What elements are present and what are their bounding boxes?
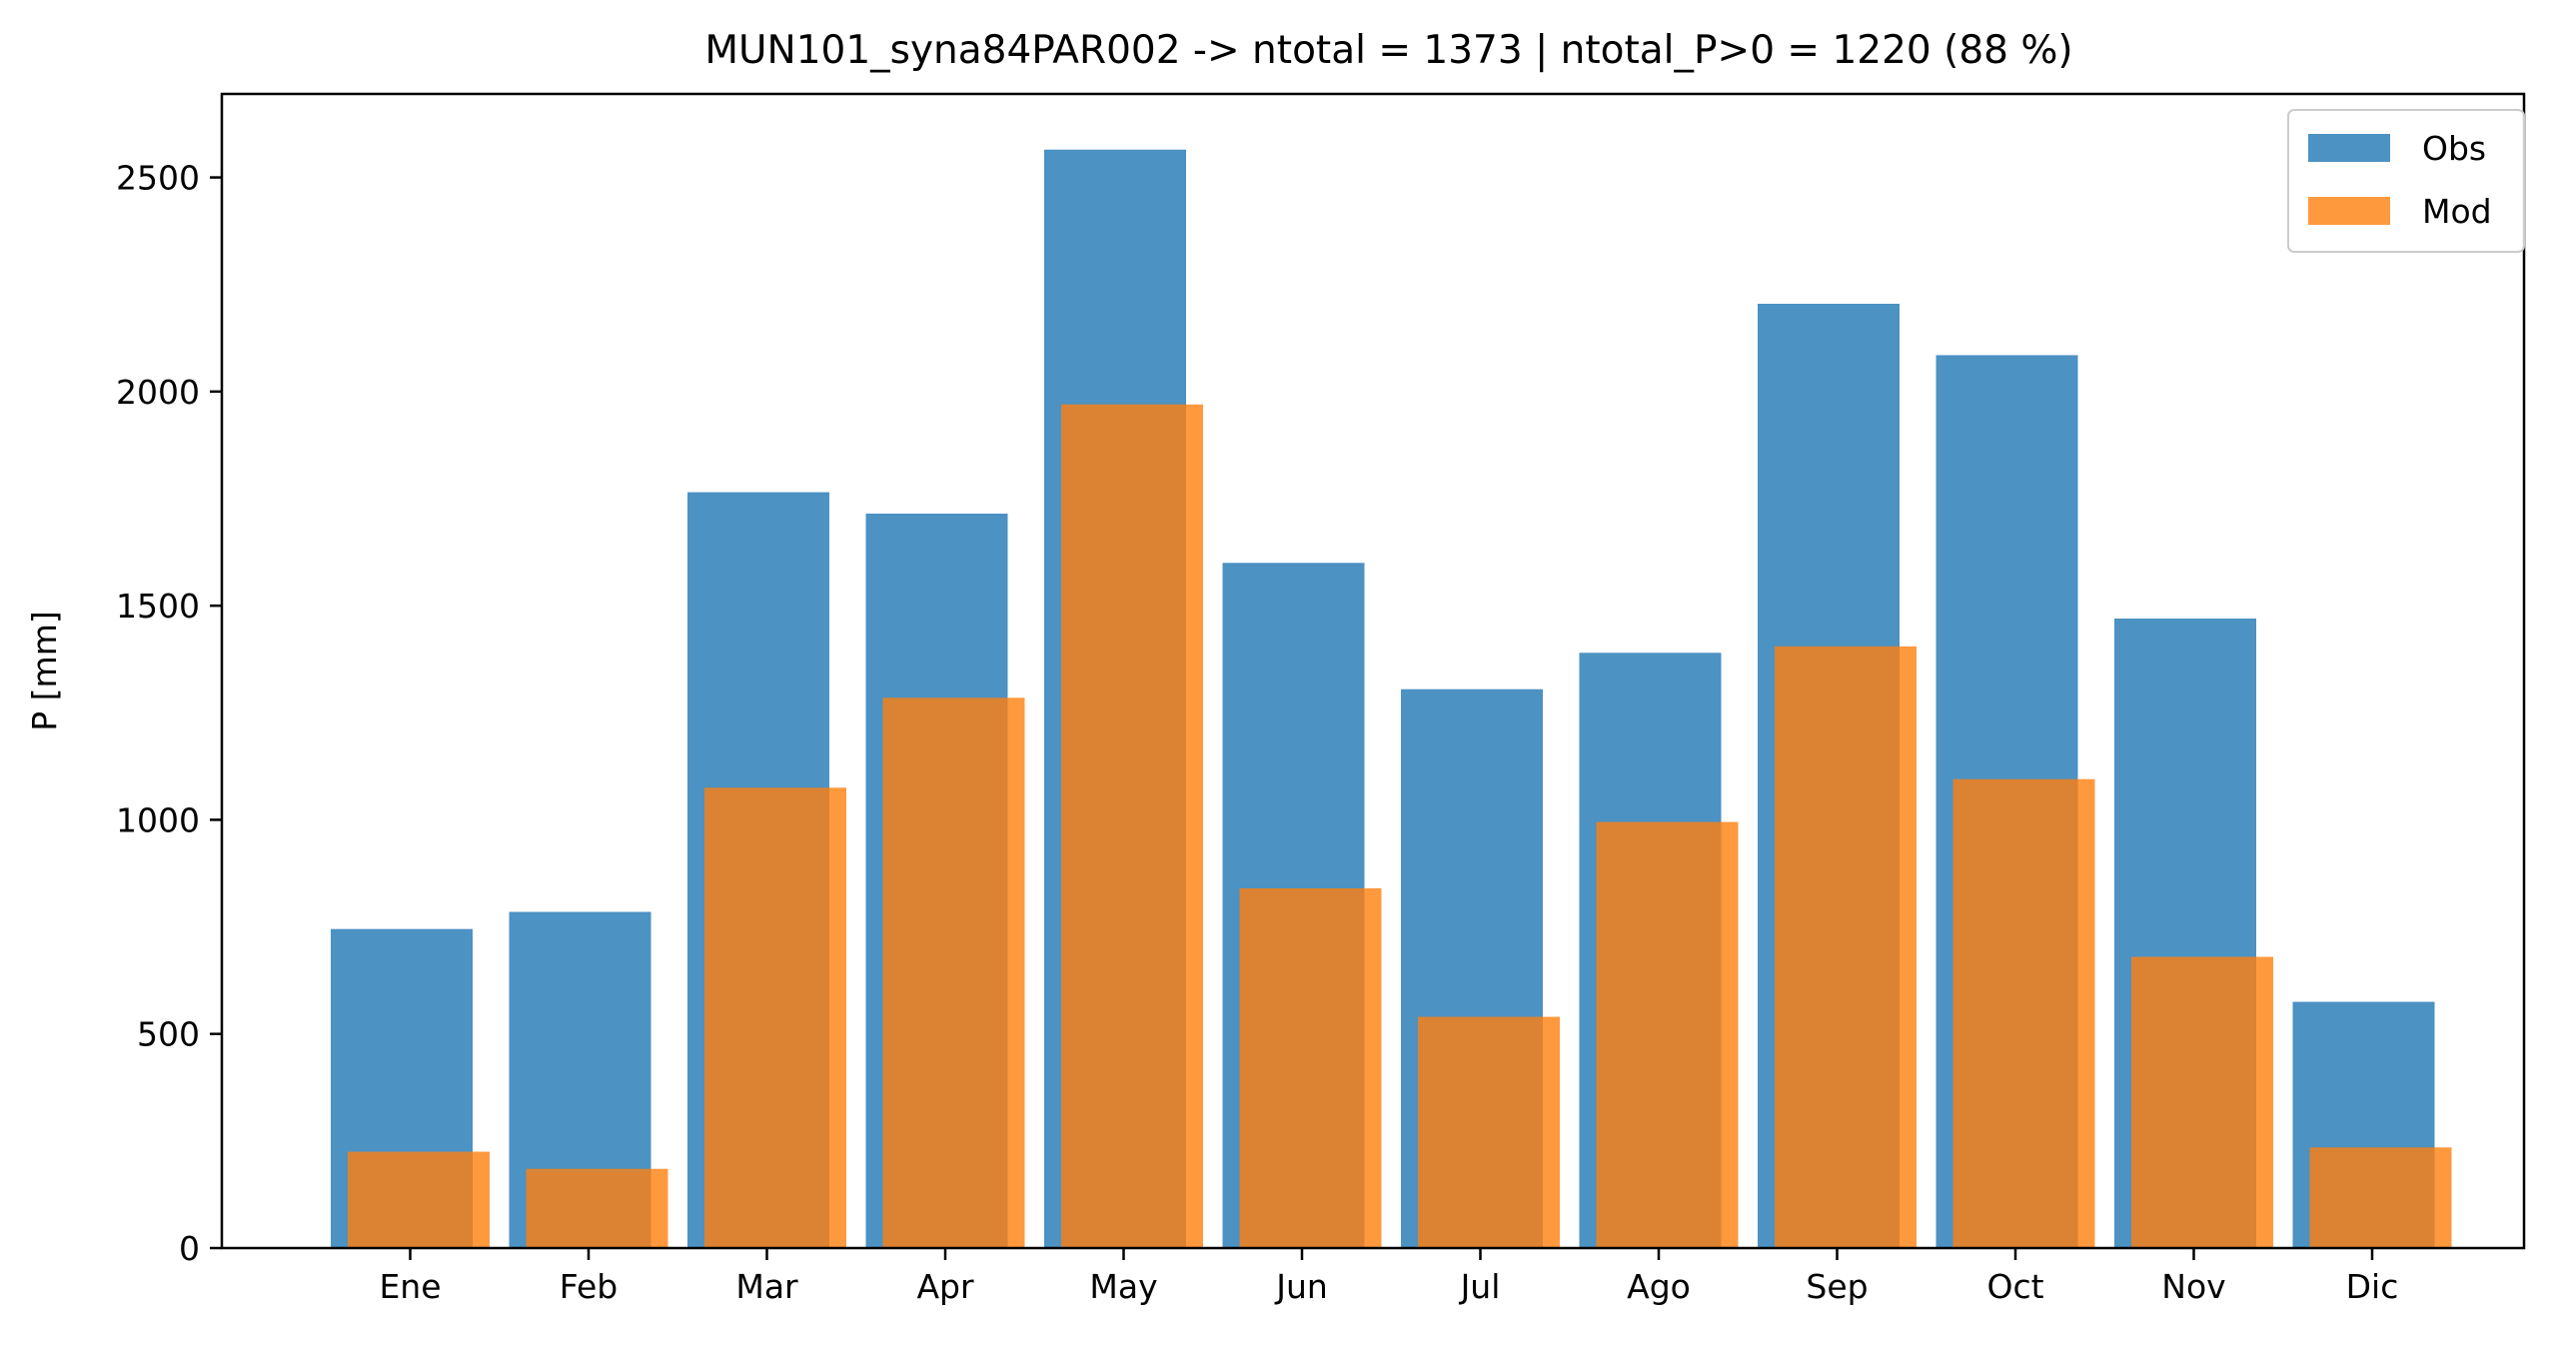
x-tick-label-feb: Feb — [560, 1267, 618, 1306]
legend-swatch-mod — [2308, 197, 2390, 225]
bar-mod-dic — [2309, 1147, 2452, 1248]
x-tick-label-sep: Sep — [1806, 1267, 1868, 1306]
bar-mod-ene — [348, 1151, 490, 1248]
x-tick-label-ene: Ene — [379, 1267, 441, 1306]
bar-mod-mar — [704, 787, 846, 1248]
bar-mod-jul — [1418, 1016, 1560, 1248]
chart-title: MUN101_syna84PAR002 -> ntotal = 1373 | n… — [704, 28, 2072, 73]
bar-mod-feb — [526, 1168, 668, 1248]
y-tick-label-1500: 1500 — [116, 587, 200, 626]
x-tick-label-jun: Jun — [1274, 1267, 1328, 1306]
mod-series — [348, 404, 2452, 1248]
x-tick-label-oct: Oct — [1986, 1267, 2043, 1306]
bar-mod-oct — [1952, 778, 2095, 1248]
y-axis-label: P [mm] — [25, 611, 64, 730]
legend-label-mod: Mod — [2422, 192, 2492, 231]
y-tick-label-0: 0 — [179, 1229, 200, 1268]
y-tick-label-2500: 2500 — [116, 159, 200, 198]
bar-mod-jun — [1239, 888, 1382, 1248]
x-tick-label-mar: Mar — [735, 1267, 798, 1306]
x-tick-label-ago: Ago — [1627, 1267, 1691, 1306]
y-axis: 0 500 1000 1500 2000 2500 — [116, 159, 222, 1268]
bar-mod-nov — [2131, 956, 2273, 1248]
bar-mod-sep — [1775, 646, 1917, 1248]
legend-swatch-obs — [2308, 134, 2390, 162]
x-tick-label-may: May — [1089, 1267, 1157, 1306]
y-tick-label-1000: 1000 — [116, 800, 200, 839]
plot-frame — [220, 92, 2526, 1250]
bar-mod-may — [1061, 404, 1203, 1248]
y-tick-label-2000: 2000 — [116, 373, 200, 412]
x-axis: Ene Feb Mar Apr May Jun Jul Ago Sep Oct Nov Dic — [379, 1248, 2398, 1306]
legend-label-obs: Obs — [2422, 129, 2486, 168]
bar-mod-apr — [882, 697, 1025, 1248]
legend: Obs Mod — [2287, 109, 2525, 253]
x-tick-label-nov: Nov — [2161, 1267, 2225, 1306]
y-tick-label-500: 500 — [137, 1015, 200, 1054]
x-tick-label-jul: Jul — [1459, 1267, 1501, 1306]
x-tick-label-apr: Apr — [916, 1267, 974, 1306]
x-tick-label-dic: Dic — [2346, 1267, 2399, 1306]
bar-mod-ago — [1596, 821, 1739, 1248]
